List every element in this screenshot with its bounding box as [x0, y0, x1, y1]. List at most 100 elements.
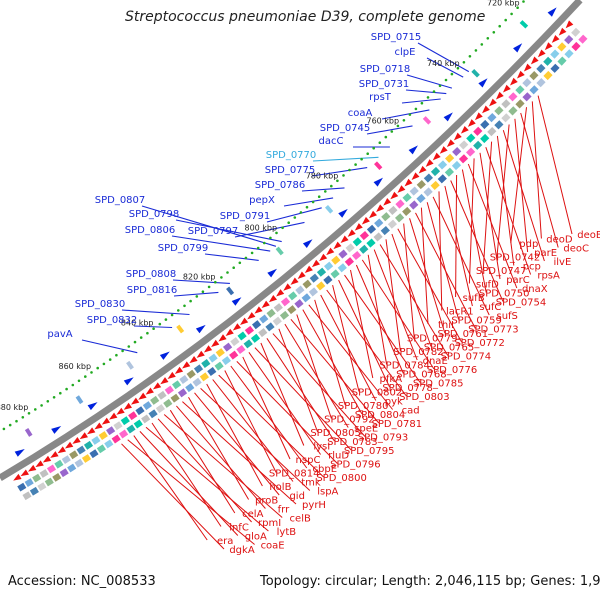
- blue-label-leader: [175, 219, 282, 243]
- red-label-leader: [248, 352, 322, 455]
- reverse-strand-arrow: [64, 441, 74, 449]
- gene-label-reverse: lacR1: [446, 307, 474, 318]
- blue-label-leader: [133, 325, 173, 329]
- cog-color-block: [366, 224, 377, 234]
- red-label-leader: [266, 338, 335, 442]
- reverse-strand-arrow: [439, 146, 448, 154]
- tick-dot: [46, 400, 50, 403]
- reverse-strand-arrow: [333, 241, 342, 250]
- kbp-tick-label: 720 kbp: [487, 0, 520, 7]
- blue-label-leader: [121, 309, 190, 316]
- cog-color-block: [288, 291, 298, 301]
- cog-color-block: [444, 153, 455, 163]
- blue-label-leader: [171, 235, 271, 252]
- gene-label-reverse: SPD_0754: [496, 298, 547, 309]
- gene-label-reverse: deoD: [546, 235, 573, 246]
- gene-label-reverse: ilvE: [554, 257, 572, 268]
- red-label-leader: [157, 418, 252, 523]
- gene-label-forward: rpsT: [369, 92, 392, 103]
- outer-feature-marker: [226, 286, 235, 296]
- reverse-strand-arrow: [523, 63, 532, 72]
- gene-label-reverse: sufD: [476, 280, 499, 291]
- kbp-tick-label: 760 kbp: [366, 117, 399, 126]
- tick-dot: [305, 205, 309, 209]
- tick-dot: [330, 184, 333, 188]
- gene-label-reverse: SPD_0782: [393, 347, 444, 358]
- gene-label-forward: SPD_0718: [360, 64, 411, 75]
- red-label-leader: [409, 218, 446, 334]
- tick-dot: [480, 43, 484, 46]
- blue-label-leader: [426, 57, 464, 78]
- kbp-tick-label: 800 kbp: [244, 223, 277, 232]
- gene-label-forward: SPD_0797: [188, 226, 239, 237]
- gc-content-block: [258, 328, 268, 338]
- tick-dot: [414, 107, 418, 111]
- cog-color-block: [157, 390, 167, 400]
- reverse-strand-arrow: [489, 98, 497, 107]
- cog-color-block: [388, 205, 398, 215]
- kbp-tick-track: 720 kbp 740 kbp 760 kbp 780 kbp 800 kbp 820 k…: [0, 0, 525, 431]
- gene-label-reverse: SPD_0784: [379, 361, 430, 372]
- gc-content-block: [207, 367, 217, 376]
- cog-color-block: [564, 34, 574, 45]
- blue-label-leader: [173, 291, 219, 297]
- reverse-strand-arrow: [20, 469, 29, 477]
- cog-color-block: [466, 133, 476, 143]
- gc-content-block: [344, 257, 355, 267]
- gc-content-block: [394, 213, 405, 223]
- blue-label-leader: [417, 42, 470, 73]
- gene-label-reverse: SPD_0804: [355, 410, 406, 421]
- gc-content-block: [487, 127, 497, 137]
- gc-content-block: [508, 106, 518, 116]
- tick-dot: [384, 135, 388, 139]
- red-label-leader: [397, 228, 463, 343]
- outer-feature-marker: [275, 246, 284, 256]
- kbp-tick-label: 780 kbp: [306, 171, 339, 180]
- feature-tracks: [13, 7, 588, 501]
- red-label-leader: [121, 443, 225, 550]
- cog-color-block: [309, 273, 319, 283]
- gc-content-block: [366, 238, 376, 248]
- red-label-leader: [326, 289, 407, 397]
- cog-color-block: [550, 49, 560, 59]
- tick-dot: [207, 285, 211, 289]
- gc-content-block: [74, 458, 84, 468]
- gene-label-reverse: SPD_0805: [310, 428, 361, 439]
- reverse-strand-arrow: [290, 277, 299, 285]
- red-label-leader: [290, 318, 380, 424]
- red-label-leader: [415, 212, 476, 329]
- blue-label-leader: [406, 74, 453, 89]
- tick-dot: [516, 6, 519, 9]
- tick-dot: [474, 49, 478, 52]
- gc-content-block: [236, 344, 246, 355]
- cog-color-block: [459, 140, 469, 150]
- tick-dot: [354, 163, 357, 166]
- tick-dot: [444, 78, 448, 82]
- tick-dot: [34, 408, 37, 411]
- reverse-strand-arrow: [42, 455, 52, 463]
- kbp-tick-label: 740 kbp: [427, 59, 460, 68]
- reverse-strand-arrow: [311, 259, 320, 268]
- gc-content-block: [192, 377, 202, 387]
- gene-label-reverse: SPD_0761: [438, 329, 489, 340]
- reverse-strand-arrow: [138, 392, 147, 400]
- cog-color-block: [179, 375, 189, 384]
- tick-dot: [366, 152, 370, 155]
- gene-label-reverse: lytB: [277, 527, 297, 538]
- gc-content-block: [543, 70, 553, 81]
- tick-dot: [177, 309, 180, 312]
- blue-label-leader: [401, 98, 441, 104]
- outer-feature-marker: [324, 204, 334, 214]
- red-label-leader: [444, 185, 473, 307]
- tick-dot: [342, 174, 345, 177]
- tick-dot: [348, 168, 351, 172]
- tick-dot: [146, 331, 149, 335]
- outer-feature-marker: [519, 20, 529, 29]
- reverse-strand-arrow: [495, 91, 504, 100]
- reverse-strand-arrow: [544, 42, 553, 51]
- tick-dot: [420, 101, 424, 105]
- gc-content-block: [515, 99, 525, 109]
- cog-color-block: [142, 401, 152, 411]
- gc-content-block: [451, 160, 462, 171]
